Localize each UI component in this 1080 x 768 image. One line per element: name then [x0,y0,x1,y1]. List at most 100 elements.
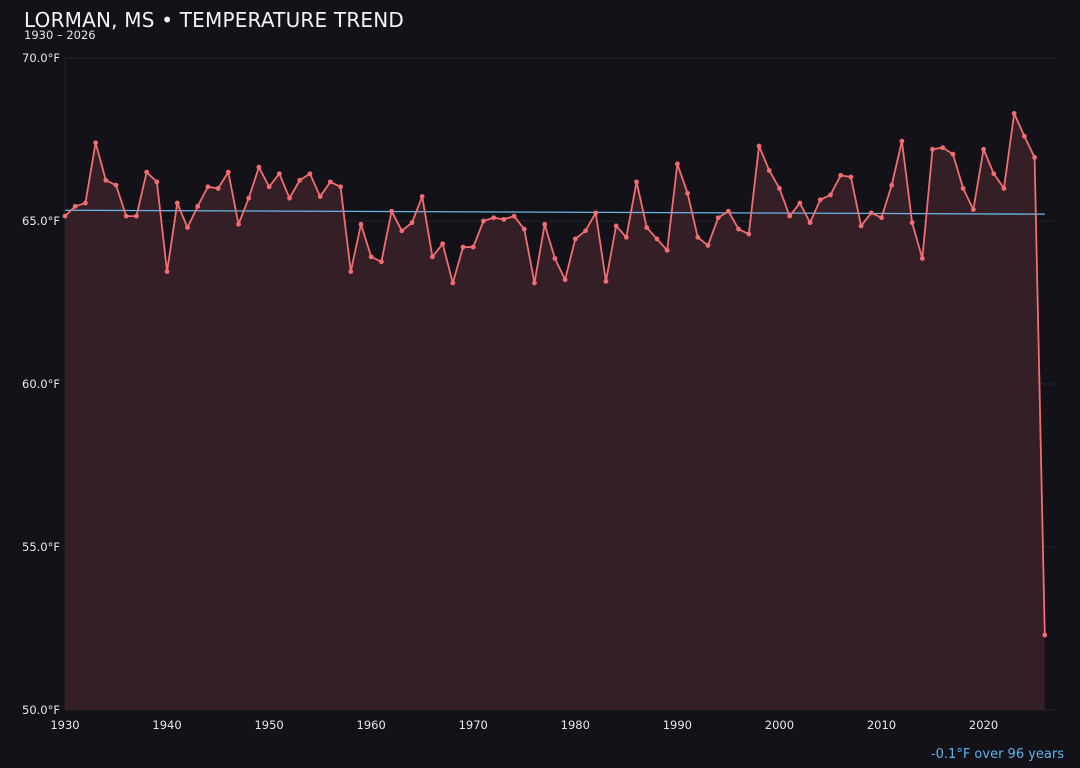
data-point [348,269,354,274]
data-point [970,207,976,212]
data-point [746,231,752,237]
data-point [787,213,793,219]
data-point [481,218,486,224]
data-point [460,244,466,250]
data-point [583,228,588,234]
trend-line [64,209,1045,215]
data-point [981,146,986,152]
temperature-area [65,113,1045,711]
data-point [338,184,343,190]
data-point [960,186,966,191]
data-point [674,161,680,167]
data-point [72,203,78,209]
data-point [62,213,68,219]
data-point [1042,632,1048,638]
data-point [828,192,833,198]
data-point [409,220,415,226]
x-tick-label: 1990 [663,718,692,732]
data-point [195,203,201,209]
data-point [613,223,619,229]
data-point [378,259,384,265]
y-tick-label: 60.0°F [22,377,60,391]
data-point [256,164,262,170]
data-point [276,171,282,177]
data-point [501,216,507,222]
data-point [327,179,333,185]
data-point [521,226,527,232]
x-tick-label: 1940 [152,718,181,732]
data-point [705,243,711,248]
data-point [950,151,956,157]
data-point [817,197,823,203]
data-point [215,186,221,191]
data-point [1001,186,1007,191]
data-point [430,254,435,260]
data-point [368,254,374,260]
data-point [572,236,578,242]
data-point [1032,155,1037,160]
data-point [246,195,252,201]
data-point [889,182,895,188]
data-point [695,234,701,240]
data-point [715,215,721,221]
y-tick-label: 70.0°F [22,51,60,65]
data-point [899,138,905,144]
data-point [83,200,88,206]
data-point [511,213,517,219]
data-point [297,177,303,183]
data-point [909,220,915,226]
y-tick-label: 55.0°F [22,540,60,554]
data-point [542,221,548,227]
data-point [991,171,997,177]
data-point [358,221,364,227]
x-tick-label: 1980 [561,718,590,732]
trend-annotation: -0.1°F over 96 years [930,747,1064,762]
x-axis-ticks: 1930 1940 1950 1960 1970 1980 1990 2000 2010 2020 [50,718,998,732]
area-layer [65,113,1045,711]
data-point [766,168,772,173]
y-tick-label: 50.0°F [22,703,60,717]
x-tick-label: 1930 [50,718,79,732]
data-point [644,225,650,230]
data-point [389,208,394,214]
data-point [307,171,313,177]
chart-title: LORMAN, MS • TEMPERATURE TREND [24,8,405,32]
data-point [756,143,762,149]
y-axis-ticks: 50.0°F 55.0°F 60.0°F 65.0°F 70.0°F [22,51,60,717]
data-point [623,234,629,240]
data-point [654,236,660,242]
data-point [797,200,803,206]
data-point [154,179,160,185]
data-point [450,280,456,286]
data-point [868,210,874,216]
data-point [777,186,782,191]
chart-subtitle: 1930 – 2026 [24,28,96,42]
x-tick-label: 1970 [459,718,488,732]
data-point [838,172,844,178]
data-point [664,247,670,253]
data-point [879,215,884,221]
data-point [1011,111,1017,116]
data-point [419,194,425,199]
data-point [399,228,405,234]
data-point [287,195,292,201]
data-point [930,146,935,152]
data-point [634,179,639,185]
data-point [174,200,180,206]
data-point [164,269,170,274]
data-point [593,210,599,216]
data-point [134,213,139,219]
x-tick-label: 2000 [765,718,794,732]
data-point [919,256,925,261]
data-point [736,226,742,232]
data-point [807,220,813,226]
data-point [185,225,190,230]
data-point [103,177,109,183]
data-point [532,280,537,286]
data-point [470,244,476,250]
data-points [62,111,1048,638]
data-point [491,215,497,221]
x-tick-label: 1950 [254,718,283,732]
data-point [685,190,690,196]
